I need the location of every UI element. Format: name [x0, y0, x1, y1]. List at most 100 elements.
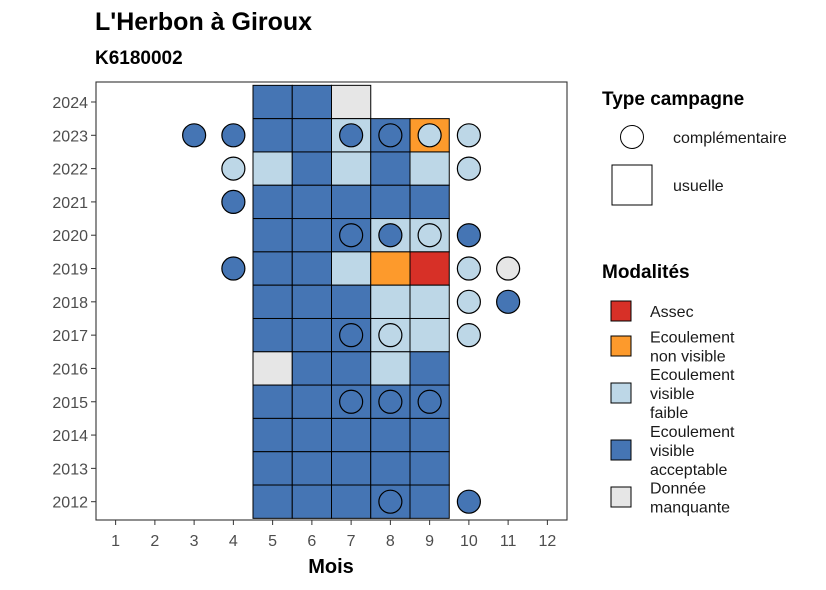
y-tick-label-2018: 2018	[52, 295, 88, 312]
x-tick-label-4: 4	[229, 533, 238, 550]
point-2023-3	[182, 123, 207, 148]
x-tick-label-2: 2	[150, 533, 159, 550]
point-2017-10	[456, 323, 481, 348]
tile-2023-6	[291, 118, 332, 153]
tile-2016-7	[331, 351, 372, 386]
chart-subtitle: K6180002	[95, 48, 183, 69]
tile-2014-9	[409, 417, 450, 453]
point-2020-9	[417, 223, 442, 248]
point-2015-7	[339, 389, 364, 414]
tile-2020-5	[252, 218, 293, 253]
tile-2012-5	[252, 484, 293, 519]
legend-square-symbol	[611, 164, 653, 206]
point-2017-8	[378, 323, 403, 348]
tile-2024-6	[291, 84, 332, 120]
legend-label-donnee_manquante: Donnée manquante	[650, 481, 730, 517]
point-2022-10	[456, 156, 481, 181]
tile-2024-5	[252, 84, 293, 120]
tile-2018-9	[409, 284, 450, 319]
legend-label-assec: Assec	[650, 304, 694, 321]
tile-2016-9	[409, 351, 450, 386]
tile-2015-5	[252, 384, 293, 419]
tile-2021-9	[409, 184, 450, 220]
y-tick-label-2024: 2024	[52, 95, 88, 112]
tile-2014-7	[331, 417, 372, 453]
x-tick-label-6: 6	[307, 533, 316, 550]
x-tick-label-9: 9	[425, 533, 434, 550]
tile-2016-5	[252, 351, 293, 386]
tile-2023-5	[252, 118, 293, 153]
point-2023-9	[417, 123, 442, 148]
legend-swatch-donnee_manquante	[610, 486, 632, 508]
y-tick-label-2015: 2015	[52, 395, 88, 412]
tile-2022-5	[252, 151, 293, 186]
tile-2014-6	[291, 417, 332, 453]
point-2019-4	[221, 256, 246, 281]
tile-2014-5	[252, 417, 293, 453]
point-2023-8	[378, 123, 403, 148]
legend-label-ecoulement_visible_acceptable: Ecoulement visible acceptable	[650, 424, 735, 479]
tile-2018-7	[331, 284, 372, 319]
tile-2020-6	[291, 218, 332, 253]
point-2012-10	[456, 489, 481, 514]
x-tick-label-10: 10	[460, 533, 478, 550]
x-tick-label-7: 7	[347, 533, 356, 550]
tile-2022-6	[291, 151, 332, 186]
legend-swatch-ecoulement_visible_acceptable	[610, 439, 632, 461]
point-2019-11	[496, 256, 521, 281]
x-tick-label-5: 5	[268, 533, 277, 550]
tile-2014-8	[370, 417, 411, 453]
tile-2013-9	[409, 451, 450, 486]
plot-border	[95, 81, 568, 521]
point-2023-7	[339, 123, 364, 148]
legend-swatch-assec	[610, 300, 632, 322]
legend-type-title: Type campagne	[602, 89, 744, 110]
y-tick-label-2016: 2016	[52, 361, 88, 378]
tile-2012-9	[409, 484, 450, 519]
tile-2022-7	[331, 151, 372, 186]
tile-2016-8	[370, 351, 411, 386]
x-axis: 1 2 3 4 5 6 7 8 9 10 11 12	[111, 520, 556, 550]
tile-2015-6	[291, 384, 332, 419]
tile-2022-9	[409, 151, 450, 186]
tile-2021-7	[331, 184, 372, 220]
tile-2017-6	[291, 317, 332, 353]
point-2019-10	[456, 256, 481, 281]
tile-2021-6	[291, 184, 332, 220]
point-2021-4	[221, 189, 246, 215]
point-2020-7	[339, 223, 364, 248]
x-tick-label-12: 12	[538, 533, 556, 550]
tile-2016-6	[291, 351, 332, 386]
usuelle-tiles	[252, 84, 450, 519]
y-tick-label-2012: 2012	[52, 495, 88, 512]
tile-2013-7	[331, 451, 372, 486]
legend-type-complementaire-label: complémentaire	[673, 130, 787, 147]
legend-label-ecoulement_non_visible: Ecoulement non visible	[650, 330, 735, 366]
point-2020-10	[456, 223, 481, 248]
legend-circle-symbol	[620, 125, 644, 149]
y-tick-label-2019: 2019	[52, 262, 88, 279]
y-tick-label-2021: 2021	[52, 195, 88, 212]
tile-2013-8	[370, 451, 411, 486]
y-tick-label-2014: 2014	[52, 428, 88, 445]
tile-2017-5	[252, 317, 293, 353]
tile-2012-6	[291, 484, 332, 519]
tile-2017-9	[409, 317, 450, 353]
y-axis: 2012 2013 2014 2015 2016 2017 2018 2019 2020 2021…	[52, 95, 96, 512]
legend-modalites-title: Modalités	[602, 262, 690, 283]
tile-2019-5	[252, 251, 293, 286]
x-tick-label-11: 11	[500, 533, 517, 550]
chart-title: L'Herbon à Giroux	[95, 8, 312, 36]
point-2015-9	[417, 389, 442, 414]
x-tick-label-3: 3	[190, 533, 199, 550]
tile-2018-8	[370, 284, 411, 319]
point-2023-4	[221, 123, 246, 148]
tile-2021-5	[252, 184, 293, 220]
x-tick-label-8: 8	[386, 533, 395, 550]
point-2012-8	[378, 489, 403, 514]
legend-modalites: Modalités Assec Ecoulement non visible Ecou…	[602, 262, 735, 517]
tile-2012-7	[331, 484, 372, 519]
point-2023-10	[456, 123, 481, 148]
point-2020-8	[378, 223, 403, 248]
